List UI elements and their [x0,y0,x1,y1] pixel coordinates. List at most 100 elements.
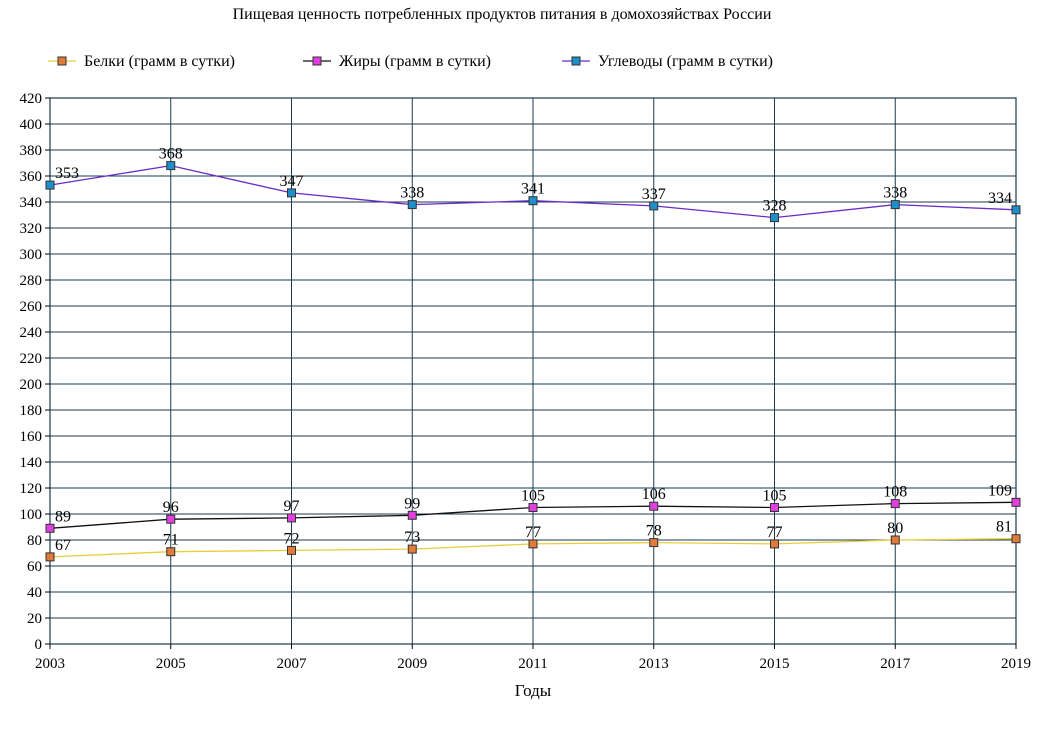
data-point [166,547,176,557]
data-label: 338 [400,185,424,202]
x-tick-label: 2019 [1001,656,1031,672]
data-label: 73 [404,529,420,546]
y-tick-label: 300 [20,247,43,263]
series-1: 89 96 97 99 105 106 105 108 109 [45,482,1021,533]
data-label: 347 [280,173,304,190]
legend: Белки (грамм в сутки) Жиры (грамм в сутки… [48,53,773,70]
y-tick-label: 100 [20,507,43,523]
data-point [890,499,900,509]
x-axis-ticks: 2003 2005 2007 2009 2011 2013 2015 2017 2019 [35,644,1031,672]
data-label: 353 [55,165,79,182]
series-0: 67 71 72 73 77 78 77 80 81 [45,519,1021,562]
data-label: 368 [159,146,183,163]
x-axis-title: Годы [515,681,552,700]
y-tick-label: 380 [20,143,43,159]
x-tick-label: 2013 [639,656,669,672]
data-point [890,200,900,210]
y-tick-label: 60 [27,559,42,575]
x-tick-label: 2017 [880,656,911,672]
y-tick-label: 260 [20,299,43,315]
data-label: 106 [642,486,666,503]
legend-label: Белки (грамм в сутки) [84,53,235,70]
data-label: 80 [887,520,903,537]
data-point [287,545,296,555]
data-point [649,538,659,548]
data-point [770,213,779,223]
y-tick-label: 220 [20,351,43,367]
data-point [649,201,659,211]
data-point [528,503,538,512]
data-point [1011,534,1021,544]
data-label: 341 [521,181,545,198]
y-tick-label: 40 [27,585,42,601]
data-label: 108 [883,484,907,501]
data-point [407,200,417,210]
x-tick-label: 2005 [156,656,186,672]
data-point [770,539,779,549]
data-label: 328 [763,198,787,215]
data-point [166,161,176,171]
data-point [45,180,55,190]
data-label: 71 [163,532,179,549]
y-tick-label: 140 [20,455,43,471]
legend-item-0: Белки (грамм в сутки) [48,53,235,70]
data-point [45,552,55,562]
data-label: 105 [521,488,545,505]
data-point [166,514,176,524]
legend-marker [312,56,322,66]
y-tick-label: 420 [20,91,43,107]
y-tick-label: 200 [20,377,43,393]
data-label: 338 [883,185,907,202]
data-label: 67 [55,537,71,554]
data-label: 77 [767,524,783,541]
data-label: 89 [55,508,71,525]
legend-item-2: Углеводы (грамм в сутки) [562,53,773,70]
legend-label: Жиры (грамм в сутки) [339,53,491,70]
y-tick-label: 280 [20,273,43,289]
data-point [890,535,900,545]
data-label: 72 [284,530,300,547]
legend-label: Углеводы (грамм в сутки) [598,53,773,70]
data-point [407,544,417,554]
y-tick-label: 320 [20,221,43,237]
data-point [1011,205,1021,215]
y-tick-label: 80 [27,533,42,549]
data-point [528,539,538,549]
data-label: 97 [284,498,300,515]
data-label: 105 [763,488,787,505]
series-group: 67 71 72 73 77 78 77 80 81 89 96 97 99 105 106 105 108 10… [45,146,1021,562]
y-tick-label: 160 [20,429,43,445]
data-point [528,196,538,206]
data-point [287,513,296,523]
x-tick-label: 2009 [397,656,427,672]
series-2: 353 368 347 338 341 337 328 338 334 [45,146,1021,223]
legend-marker [571,56,581,66]
data-point [770,503,779,512]
y-tick-label: 400 [20,117,43,133]
data-label: 96 [163,499,179,516]
data-point [287,188,296,198]
y-tick-label: 360 [20,169,43,185]
data-label: 81 [996,519,1012,536]
data-point [1011,497,1021,507]
x-tick-label: 2011 [518,656,547,672]
chart-title: Пищевая ценность потребленных продуктов … [233,6,772,23]
data-point [649,501,659,511]
data-point [407,510,417,520]
data-label: 78 [646,523,662,540]
y-tick-label: 120 [20,481,43,497]
data-point [45,523,55,533]
data-label: 99 [404,495,420,512]
x-tick-label: 2003 [35,656,65,672]
legend-marker [57,56,67,66]
y-tick-label: 0 [35,637,43,653]
y-tick-label: 240 [20,325,43,341]
y-axis-ticks: 0 20 40 60 80 100 120 140 160 180 200 220 240 260 280 3… [20,91,50,653]
x-tick-label: 2007 [277,656,308,672]
legend-item-1: Жиры (грамм в сутки) [303,53,491,70]
x-tick-label: 2015 [760,656,790,672]
data-label: 334 [988,190,1012,207]
y-tick-label: 180 [20,403,43,419]
